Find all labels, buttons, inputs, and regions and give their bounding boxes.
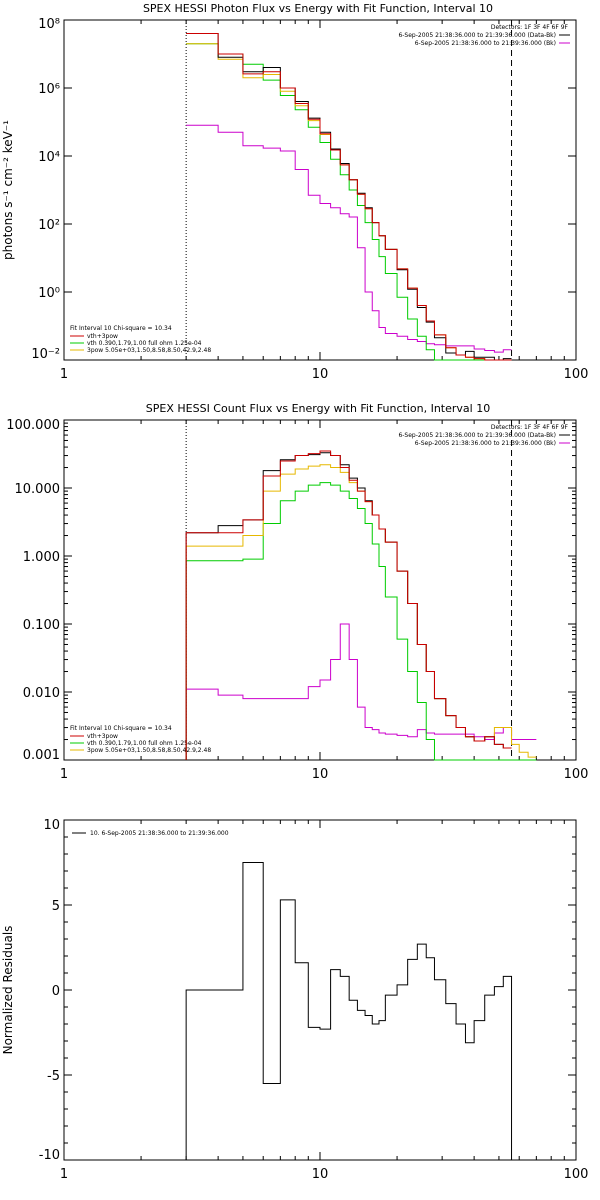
x-tick-label: 1: [60, 367, 68, 382]
thermal-series: [185, 482, 537, 761]
x-tick-label: 1: [60, 1167, 68, 1182]
data-series: [186, 33, 512, 361]
x-tick-label: 1: [60, 767, 68, 782]
y-axis-ticks: 0.001 0.010 0.100 1.000 10.000 100.000: [6, 418, 576, 763]
y-tick-label: 10⁻²: [31, 347, 60, 362]
panel2-header: Detectors: 1F 3F 4F 6F 9F 6-Sep-2005 21:…: [398, 424, 570, 447]
y-tick-label: 0.001: [23, 748, 60, 763]
panel2-header-line3: 6-Sep-2005 21:38:36.000 to 21:39:36.000 …: [415, 440, 556, 447]
count-flux-panel: SPEX HESSI Count Flux vs Energy with Fit…: [6, 402, 588, 782]
panel2-fit-line3: vth 0.390,1.79,1.00 full ohm 1.25e-04: [87, 740, 202, 747]
x-tick-label: 10: [312, 1167, 329, 1182]
panel3-frame: [63, 819, 577, 1161]
power-law-series: [185, 464, 537, 760]
x-tick-label: 100: [564, 1167, 589, 1182]
power-law-series: [186, 43, 512, 361]
y-tick-label: -10: [39, 1148, 60, 1163]
panel2-fit-line1: Fit Interval 10 Chi-square = 10.34: [70, 725, 172, 732]
photon-flux-panel: SPEX HESSI Photon Flux vs Energy with Fi…: [1, 2, 588, 382]
x-tick-label: 10: [312, 367, 329, 382]
x-axis-ticks: 1 10 100: [60, 820, 589, 1182]
y-tick-label: 10²: [38, 218, 60, 233]
panel1-fit-line3: vth 0.390,1.79,1.00 full ohm 1.25e-04: [87, 340, 202, 347]
y-tick-label: 10⁶: [38, 82, 60, 97]
panel2-fit-legend: Fit Interval 10 Chi-square = 10.34 vth+3…: [70, 725, 211, 754]
y-tick-label: 10: [43, 818, 60, 833]
y-tick-label: -5: [47, 1069, 60, 1084]
thermal-series: [186, 43, 512, 361]
y-tick-label: 0.010: [23, 686, 60, 701]
panel2-fit-line2: vth+3pow: [87, 733, 118, 740]
x-tick-label: 100: [564, 367, 589, 382]
panel2-title: SPEX HESSI Count Flux vs Energy with Fit…: [146, 402, 490, 415]
x-tick-label: 10: [312, 767, 329, 782]
y-tick-label: 10⁸: [38, 17, 60, 32]
panel2-header-line2: 6-Sep-2005 21:38:36.000 to 21:39:36.000 …: [398, 432, 556, 439]
panel3-legend-text: 10. 6-Sep-2005 21:38:36.000 to 21:39:36.…: [90, 830, 229, 837]
panel1-header-line2: 6-Sep-2005 21:38:36.000 to 21:39:36.000 …: [398, 32, 556, 39]
data-series: [185, 862, 513, 1160]
panel2-header-line1: Detectors: 1F 3F 4F 6F 9F: [491, 424, 569, 431]
x-tick-label: 100: [564, 767, 589, 782]
panel1-fit-legend: Fit Interval 10 Chi-square = 10.34 vth+3…: [70, 325, 211, 354]
background-series: [186, 124, 512, 353]
panel1-title: SPEX HESSI Photon Flux vs Energy with Fi…: [143, 2, 493, 15]
y-tick-label: 10⁰: [38, 286, 60, 301]
y-tick-label: 10⁴: [38, 150, 60, 165]
panel1-frame: [63, 19, 577, 361]
y-axis-ticks: 10⁻² 10⁰ 10² 10⁴ 10⁶ 10⁸: [31, 17, 576, 362]
panel1-fit-line4: 3pow 5.05e+03,1.50,8.58,8.50,42.9,2.48: [87, 347, 211, 354]
residuals-panel: Normalized Residuals 10. 6-Sep-2005 21:3…: [1, 818, 588, 1182]
fit-series: [185, 450, 512, 760]
panel1-fit-line1: Fit Interval 10 Chi-square = 10.34: [70, 325, 172, 332]
y-tick-label: 10.000: [15, 482, 61, 497]
background-series: [185, 623, 537, 760]
panel1-ylabel: photons s⁻¹ cm⁻² keV⁻¹: [1, 120, 15, 260]
panel1-fit-line2: vth+3pow: [87, 333, 118, 340]
x-axis-ticks: 1 10 100: [60, 420, 589, 782]
fit-series: [186, 33, 512, 361]
x-axis-ticks: 1 10 100: [60, 20, 589, 382]
panel1-header-line1: Detectors: 1F 3F 4F 6F 9F: [491, 24, 569, 31]
panel2-fit-line4: 3pow 5.05e+03,1.50,8.58,8.50,42.9,2.48: [87, 747, 211, 754]
y-tick-label: 100.000: [6, 418, 60, 433]
panel1-header-line3: 6-Sep-2005 21:38:36.000 to 21:39:36.000 …: [415, 40, 556, 47]
y-tick-label: 0.100: [23, 618, 60, 633]
y-axis-ticks: -10 -5 0 5 10: [39, 818, 576, 1163]
panel2-frame: [63, 419, 577, 761]
y-tick-label: 0: [52, 984, 60, 999]
panel3-ylabel: Normalized Residuals: [1, 926, 15, 1055]
panel1-header: Detectors: 1F 3F 4F 6F 9F 6-Sep-2005 21:…: [398, 24, 570, 47]
y-tick-label: 1.000: [23, 550, 60, 565]
y-tick-label: 5: [52, 899, 60, 914]
